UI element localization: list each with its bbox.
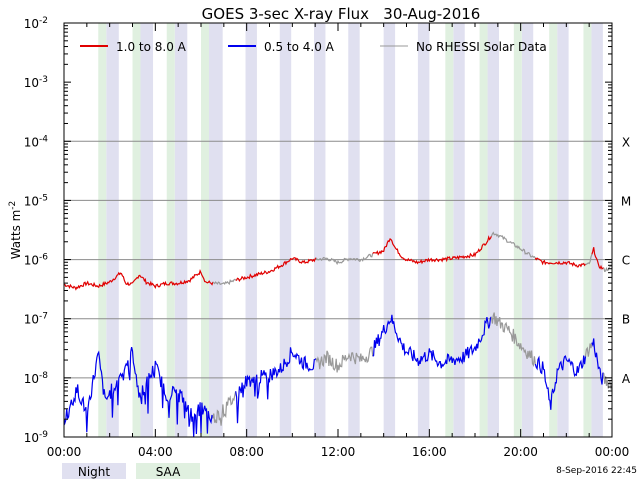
y-tick-label: 10-9: [24, 430, 49, 445]
series-line-long: [63, 268, 214, 291]
x-tick-label: 16:00: [412, 445, 447, 459]
series-line-long-gap: [585, 254, 593, 265]
axes: 10-9 10-8 10-7 10-6 10-5 10-4 10-3 10-2 00:00 04:…: [24, 16, 631, 459]
chart-legend: 1.0 to 8.0 A 0.5 to 4.0 A No RHESSI Solar …: [80, 40, 547, 54]
night-band: [521, 23, 534, 437]
night-band: [417, 23, 430, 437]
night-band: [383, 23, 396, 437]
series-line-short: [235, 347, 317, 424]
y-tick-label: 10-7: [24, 312, 48, 327]
series-line-long: [372, 235, 492, 265]
saa-band: [98, 23, 107, 437]
saa-band: [479, 23, 488, 437]
generated-timestamp: 8-Sep-2016 22:45: [556, 466, 637, 476]
night-band: [140, 23, 154, 437]
night-band: [591, 23, 603, 437]
flare-class-label: C: [622, 254, 630, 268]
night-legend-label: Night: [78, 465, 111, 479]
y-axis-label: Watts m-2: [8, 201, 23, 260]
night-legend-swatch: [62, 463, 126, 479]
saa-band: [549, 23, 558, 437]
y-tick-label: 10-5: [24, 193, 48, 208]
flare-class-label: B: [622, 313, 630, 327]
chart-title: GOES 3-sec X-ray Flux 30-Aug-2016: [202, 5, 481, 23]
series-line-short-gap: [212, 391, 237, 426]
night-band: [453, 23, 465, 437]
y-tick-label: 10-4: [24, 134, 49, 149]
y-tick-label: 10-2: [24, 16, 48, 31]
flare-class-label: X: [622, 135, 630, 149]
class-gridlines: [64, 140, 612, 379]
series-line-short-gap: [603, 373, 613, 390]
series-line-long-gap: [490, 231, 536, 259]
legend-label: 0.5 to 4.0 A: [264, 40, 335, 54]
legend-label: No RHESSI Solar Data: [416, 40, 547, 54]
saa-band: [166, 23, 175, 437]
saa-band: [201, 23, 209, 437]
night-band: [174, 23, 188, 437]
night-band: [348, 23, 360, 437]
saa-band: [132, 23, 141, 437]
night-band: [487, 23, 499, 437]
night-band: [557, 23, 569, 437]
night-saa-bands: [98, 23, 603, 437]
series-line-short-gap: [490, 312, 536, 368]
y-tick-label: 10-3: [24, 75, 48, 90]
series-line-short: [372, 314, 492, 369]
saa-band: [513, 23, 522, 437]
series-line-short: [63, 346, 214, 438]
x-tick-label: 20:00: [503, 445, 538, 459]
band-legend: Night SAA: [62, 463, 200, 479]
series-line-short-gap: [584, 342, 593, 357]
flux-series: [63, 231, 613, 438]
series-line-short: [591, 338, 604, 385]
night-band: [245, 23, 257, 437]
x-tick-label: 12:00: [321, 445, 356, 459]
series-line-short-gap: [315, 346, 374, 373]
x-tick-label: 00:00: [595, 445, 630, 459]
x-tick-label: 08:00: [229, 445, 264, 459]
legend-label: 1.0 to 8.0 A: [116, 40, 187, 54]
saa-band: [445, 23, 454, 437]
series-line-short: [534, 355, 587, 410]
series-line-long: [534, 257, 586, 268]
y-tick-label: 10-6: [24, 253, 49, 268]
night-band: [106, 23, 119, 437]
saa-legend-swatch: [136, 463, 200, 479]
y-tick-label: 10-8: [24, 371, 49, 386]
flare-class-label: A: [622, 372, 631, 386]
series-line-long: [591, 247, 604, 270]
series-line-long: [235, 257, 317, 283]
saa-band: [583, 23, 592, 437]
series-line-long-gap: [315, 253, 374, 266]
saa-legend-label: SAA: [156, 465, 181, 479]
x-tick-label: 00:00: [47, 445, 82, 459]
night-band: [208, 23, 223, 437]
flare-class-label: M: [621, 194, 631, 208]
night-band: [279, 23, 292, 437]
night-band: [314, 23, 326, 437]
x-tick-label: 04:00: [138, 445, 173, 459]
series-line-long-gap: [212, 278, 237, 286]
series-line-long-gap: [603, 265, 613, 273]
